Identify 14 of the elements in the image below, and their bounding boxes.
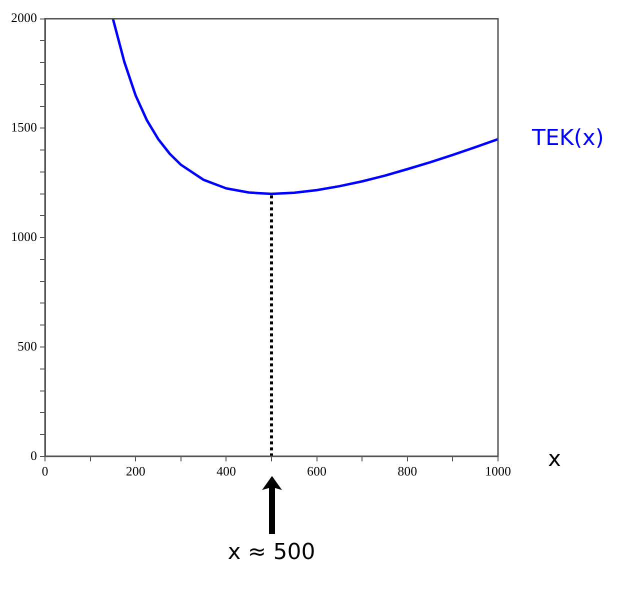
x-tick-label: 400 xyxy=(216,464,236,479)
x-tick-label: 800 xyxy=(398,464,418,479)
text: x ≈ 500 xyxy=(228,540,316,566)
y-tick-label: 0 xyxy=(30,448,37,463)
x-tick-label: 200 xyxy=(126,464,146,479)
x-tick-label: 600 xyxy=(307,464,327,479)
series-label: TEK(x) xyxy=(531,126,604,151)
y-tick-label: 500 xyxy=(18,338,37,354)
x-axis-title: x xyxy=(548,447,562,472)
y-tick-label: 2000 xyxy=(11,10,37,26)
x-tick-label: 1000 xyxy=(485,464,511,479)
x-tick-label: 0 xyxy=(42,464,48,479)
y-tick-label: 1000 xyxy=(11,229,37,244)
y-tick-label: 1500 xyxy=(11,120,37,135)
